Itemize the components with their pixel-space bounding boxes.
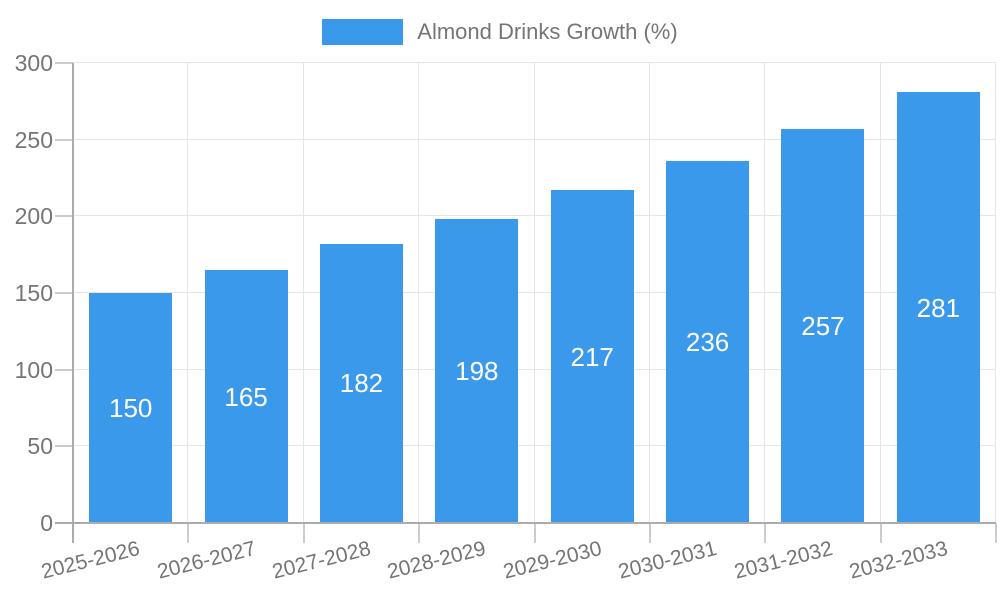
x-axis-tick xyxy=(533,523,536,543)
x-gridline xyxy=(648,63,650,523)
y-gridline xyxy=(73,215,996,217)
x-axis-tick xyxy=(302,523,305,543)
x-tick-label[interactable]: 2032-2033 xyxy=(846,537,950,584)
x-tick-label[interactable]: 2031-2032 xyxy=(731,537,835,584)
bar-value-label: 182 xyxy=(339,368,384,399)
x-tick-label[interactable]: 2025-2026 xyxy=(39,537,143,584)
bar[interactable] xyxy=(666,161,750,523)
x-tick-label[interactable]: 2028-2029 xyxy=(385,537,489,584)
x-gridline xyxy=(764,63,766,523)
bar[interactable] xyxy=(896,92,980,523)
x-tick-label[interactable]: 2027-2028 xyxy=(269,537,374,584)
x-gridline xyxy=(995,63,996,523)
x-gridline xyxy=(187,63,189,523)
bar-value-label: 281 xyxy=(916,292,960,323)
x-gridline xyxy=(418,63,420,523)
y-axis-tick xyxy=(55,292,73,294)
x-axis-baseline xyxy=(55,522,996,524)
x-tick-label[interactable]: 2029-2030 xyxy=(500,537,604,584)
bar[interactable] xyxy=(781,128,865,523)
y-tick-label: 300 xyxy=(14,50,53,76)
y-tick-label: 150 xyxy=(14,280,53,306)
bar[interactable] xyxy=(319,243,403,523)
y-tick-label: 0 xyxy=(40,510,53,536)
x-tick-label[interactable]: 2026-2027 xyxy=(154,537,258,584)
y-tick-label: 100 xyxy=(14,356,53,383)
legend-label: Almond Drinks Growth (%) xyxy=(417,19,678,44)
y-axis-tick xyxy=(55,445,73,448)
x-tick-label[interactable]: 2030-2031 xyxy=(616,537,720,584)
legend-swatch-icon xyxy=(322,19,404,45)
y-gridline xyxy=(73,445,996,447)
bar[interactable] xyxy=(435,219,519,523)
y-axis-tick xyxy=(55,138,73,141)
x-axis-tick xyxy=(995,523,997,543)
y-tick-label: 200 xyxy=(14,203,53,230)
y-axis-tick xyxy=(55,215,73,218)
bar[interactable] xyxy=(550,190,634,523)
x-gridline xyxy=(879,63,881,523)
bar-value-label: 198 xyxy=(455,356,499,387)
bar[interactable] xyxy=(89,293,173,523)
bar[interactable] xyxy=(204,270,288,523)
y-tick-label: 50 xyxy=(27,433,53,460)
y-axis-tick xyxy=(55,62,73,64)
bar-value-label: 236 xyxy=(685,327,730,358)
x-gridline xyxy=(302,63,304,523)
y-tick-label: 250 xyxy=(14,126,53,153)
x-gridline xyxy=(533,63,535,523)
bar-value-label: 257 xyxy=(801,310,845,341)
bar-value-label: 165 xyxy=(224,381,268,412)
y-gridline xyxy=(73,138,996,140)
legend[interactable]: Almond Drinks Growth (%) xyxy=(0,14,1000,50)
y-gridline xyxy=(73,292,996,293)
x-axis-tick xyxy=(187,523,190,543)
y-gridline xyxy=(73,368,996,370)
x-axis-tick xyxy=(418,523,421,543)
y-axis-tick xyxy=(55,368,73,371)
y-gridline xyxy=(73,62,996,63)
x-axis-tick xyxy=(648,523,651,543)
bar-value-label: 150 xyxy=(108,393,153,423)
bar-value-label: 217 xyxy=(570,341,614,372)
x-axis-tick xyxy=(764,523,767,543)
y-axis-line xyxy=(72,63,74,543)
x-axis-tick xyxy=(879,523,882,543)
